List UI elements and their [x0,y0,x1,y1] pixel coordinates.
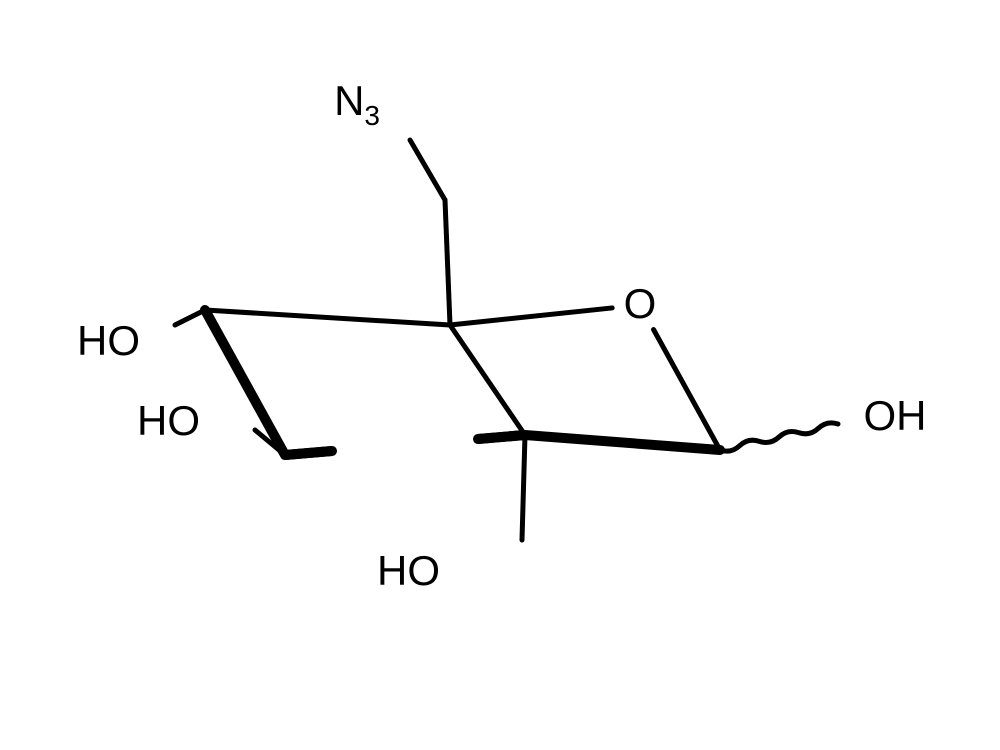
label-layer: O N3 HO HO HO OH [77,77,927,594]
hydroxyl-c1-label: OH [864,392,927,439]
ring-oxygen-label: O [624,280,657,327]
chemical-structure-diagram: O N3 HO HO HO OH [0,0,1000,750]
hydroxyl-c3-label: HO [137,397,200,444]
azide-label: N3 [334,77,380,131]
hydroxyl-c4-label: HO [77,317,140,364]
bond-layer [175,140,838,540]
hydroxyl-c2-label: HO [377,547,440,594]
